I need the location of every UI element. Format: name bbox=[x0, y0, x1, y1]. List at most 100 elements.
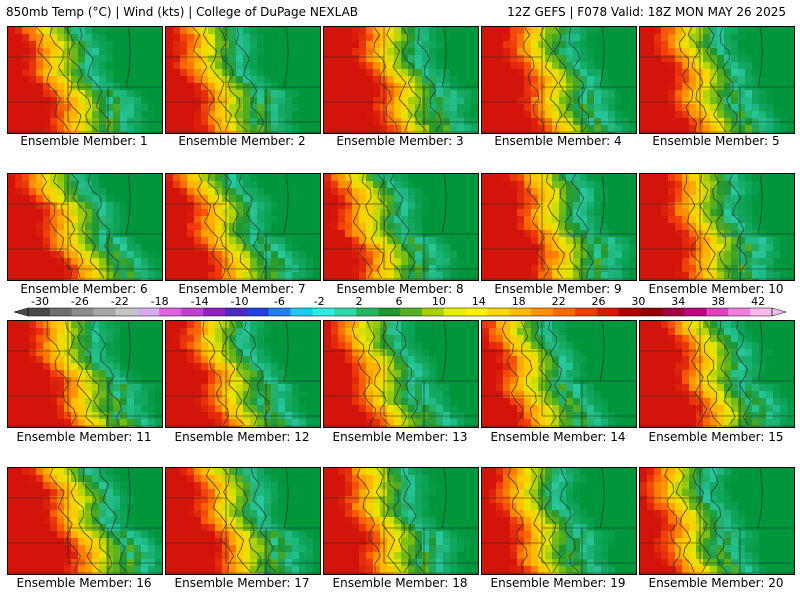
ensemble-map bbox=[324, 27, 478, 133]
colorbar-tick-label: -30 bbox=[31, 296, 49, 308]
ensemble-map bbox=[8, 321, 162, 427]
colorbar-swatch bbox=[706, 308, 729, 316]
colorbar-tick-label: -26 bbox=[71, 296, 89, 308]
ensemble-member-map bbox=[7, 467, 163, 575]
temperature-field bbox=[640, 27, 794, 133]
ensemble-member-map bbox=[481, 467, 637, 575]
ensemble-member-label: Ensemble Member: 11 bbox=[16, 430, 152, 444]
state-borders bbox=[640, 27, 794, 133]
ensemble-map bbox=[640, 174, 794, 280]
ensemble-member-label: Ensemble Member: 3 bbox=[336, 134, 464, 148]
ensemble-map bbox=[166, 27, 320, 133]
colorbar-min-arrow bbox=[13, 307, 29, 317]
colorbar-tick-label: 14 bbox=[472, 296, 486, 308]
ensemble-member-label: Ensemble Member: 8 bbox=[336, 282, 464, 296]
ensemble-map bbox=[482, 321, 636, 427]
state-borders bbox=[482, 468, 636, 574]
ensemble-map bbox=[324, 321, 478, 427]
colorbar-swatch bbox=[203, 308, 226, 316]
state-borders bbox=[8, 321, 162, 427]
ensemble-member-label: Ensemble Member: 18 bbox=[332, 576, 468, 590]
temperature-contours bbox=[664, 468, 728, 573]
ensemble-member-map bbox=[7, 173, 163, 281]
ensemble-member-label: Ensemble Member: 2 bbox=[178, 134, 306, 148]
temperature-field bbox=[8, 468, 162, 574]
colorbar-swatch bbox=[312, 308, 335, 316]
colorbar-swatch bbox=[728, 308, 751, 316]
colorbar-swatch bbox=[662, 308, 685, 316]
colorbar-swatch bbox=[465, 308, 488, 316]
ensemble-member-label: Ensemble Member: 1 bbox=[20, 134, 148, 148]
temperature-field bbox=[166, 174, 320, 280]
state-borders bbox=[166, 468, 320, 574]
ensemble-member-map bbox=[165, 467, 321, 575]
ensemble-member-map bbox=[481, 26, 637, 134]
ensemble-map bbox=[8, 174, 162, 280]
state-borders bbox=[324, 27, 478, 133]
colorbar-swatch bbox=[596, 308, 620, 316]
colorbar-swatch bbox=[28, 308, 51, 316]
ensemble-member-map bbox=[481, 320, 637, 428]
colorbar-graphic: -30 -26 -22 -18 -14 -10 -6 -2 2 6 10 14 18 22 26 30 34 38… bbox=[13, 296, 787, 317]
temperature-contours bbox=[683, 174, 748, 279]
ensemble-member-map bbox=[481, 173, 637, 281]
colorbar-tick-label: 10 bbox=[432, 296, 446, 308]
ensemble-map bbox=[324, 174, 478, 280]
ensemble-map bbox=[640, 321, 794, 427]
ensemble-member-label: Ensemble Member: 12 bbox=[174, 430, 310, 444]
ensemble-map bbox=[482, 174, 636, 280]
ensemble-member-map bbox=[7, 320, 163, 428]
ensemble-member-label: Ensemble Member: 5 bbox=[652, 134, 780, 148]
colorbar-swatch bbox=[49, 308, 73, 316]
model-run-info: 12Z GEFS | F078 Valid: 18Z MON MAY 26 20… bbox=[507, 5, 786, 19]
colorbar-swatch bbox=[268, 308, 291, 316]
temperature-field bbox=[8, 27, 162, 133]
colorbar-tick-label: -2 bbox=[314, 296, 325, 308]
ensemble-member-label: Ensemble Member: 20 bbox=[648, 576, 784, 590]
ensemble-member-map bbox=[323, 467, 479, 575]
temperature-field bbox=[482, 27, 636, 133]
colorbar-swatch bbox=[443, 308, 466, 316]
ensemble-map bbox=[8, 468, 162, 574]
temperature-contours bbox=[196, 174, 268, 279]
temperature-contours bbox=[46, 321, 123, 426]
temperature-contours bbox=[352, 321, 418, 426]
ensemble-member-label: Ensemble Member: 10 bbox=[648, 282, 784, 296]
colorbar-swatch bbox=[290, 308, 313, 316]
ensemble-member-map bbox=[165, 173, 321, 281]
colorbar-tick-label: -22 bbox=[111, 296, 129, 308]
temperature-contours bbox=[678, 27, 738, 132]
ensemble-member-map bbox=[639, 173, 795, 281]
colorbar-tick-label: -14 bbox=[191, 296, 209, 308]
ensemble-member-label: Ensemble Member: 4 bbox=[494, 134, 622, 148]
ensemble-member-map bbox=[639, 467, 795, 575]
colorbar-swatch bbox=[115, 308, 138, 316]
ensemble-map bbox=[324, 468, 478, 574]
ensemble-map bbox=[640, 27, 794, 133]
colorbar-tick-label: 30 bbox=[631, 296, 645, 308]
state-borders bbox=[324, 468, 478, 574]
colorbar-swatch bbox=[378, 308, 401, 316]
temperature-contours bbox=[687, 321, 752, 426]
ensemble-member-label: Ensemble Member: 15 bbox=[648, 430, 784, 444]
colorbar-swatch bbox=[137, 308, 160, 316]
ensemble-map bbox=[8, 27, 162, 133]
ensemble-member-label: Ensemble Member: 13 bbox=[332, 430, 468, 444]
temperature-contours bbox=[526, 174, 594, 279]
temperature-field bbox=[482, 468, 636, 574]
ensemble-map bbox=[166, 321, 320, 427]
temperature-field bbox=[8, 174, 162, 280]
ensemble-member-map bbox=[7, 26, 163, 134]
ensemble-member-label: Ensemble Member: 6 bbox=[20, 282, 148, 296]
temperature-field bbox=[166, 321, 320, 427]
ensemble-member-label: Ensemble Member: 7 bbox=[178, 282, 306, 296]
ensemble-member-map bbox=[165, 26, 321, 134]
ensemble-member-map bbox=[323, 26, 479, 134]
colorbar-swatch bbox=[421, 308, 445, 316]
colorbar-swatch bbox=[246, 308, 269, 316]
temperature-contours bbox=[523, 27, 590, 132]
temperature-colorbar: -30 -26 -22 -18 -14 -10 -6 -2 2 6 10 14 18 22 26 30 34 38… bbox=[0, 296, 800, 318]
ensemble-map bbox=[166, 468, 320, 574]
ensemble-member-map bbox=[639, 320, 795, 428]
ensemble-member-map bbox=[639, 26, 795, 134]
